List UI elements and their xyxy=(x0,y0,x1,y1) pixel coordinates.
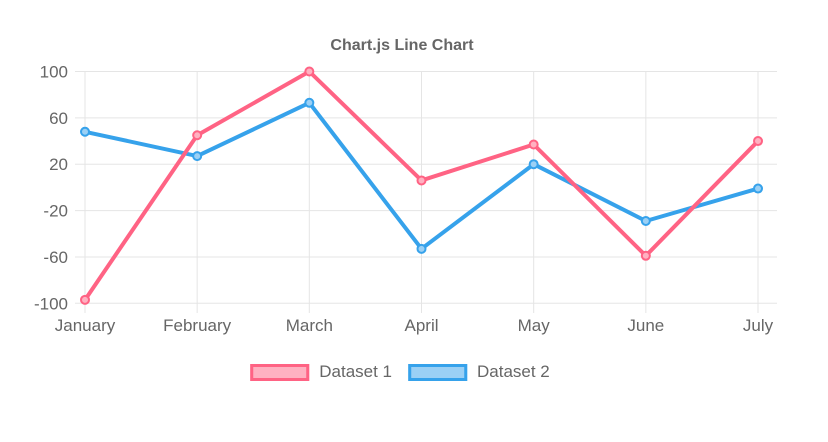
chart-title: Chart.js Line Chart xyxy=(330,37,474,54)
data-point-dataset-1[interactable] xyxy=(416,175,427,186)
data-point-dataset-2[interactable] xyxy=(80,126,90,137)
legend-label-dataset-2: Dataset 2 xyxy=(477,362,550,381)
data-point-dataset-2[interactable] xyxy=(528,159,539,170)
y-tick-label: 20 xyxy=(49,155,68,174)
y-tick-label: 60 xyxy=(49,109,68,128)
x-tick-label: February xyxy=(163,316,232,335)
data-point-dataset-1[interactable] xyxy=(640,250,651,261)
y-tick-label: -20 xyxy=(43,202,68,221)
legend-item-dataset-1[interactable]: Dataset 1 xyxy=(250,362,392,382)
data-point-dataset-2[interactable] xyxy=(192,151,203,162)
x-tick-label: March xyxy=(286,316,333,335)
x-tick-label: June xyxy=(627,316,664,335)
x-tick-label: July xyxy=(743,316,774,335)
data-point-dataset-1[interactable] xyxy=(192,130,203,141)
data-point-dataset-1[interactable] xyxy=(753,136,763,147)
y-tick-label: -100 xyxy=(34,294,68,313)
data-point-dataset-2[interactable] xyxy=(304,97,315,108)
legend-swatch-dataset-1 xyxy=(250,363,310,381)
x-tick-label: May xyxy=(518,316,551,335)
data-point-dataset-2[interactable] xyxy=(640,216,651,227)
data-point-dataset-1[interactable] xyxy=(80,294,90,305)
x-tick-label: April xyxy=(404,316,438,335)
chart-legend: Dataset 1 Dataset 2 xyxy=(250,362,550,382)
data-point-dataset-2[interactable] xyxy=(416,243,427,254)
data-point-dataset-2[interactable] xyxy=(753,183,763,194)
y-tick-label: -60 xyxy=(43,248,68,267)
legend-swatch-dataset-2 xyxy=(408,363,467,381)
y-tick-label: 100 xyxy=(40,63,68,82)
x-tick-label: January xyxy=(55,316,116,335)
legend-item-dataset-2[interactable]: Dataset 2 xyxy=(408,362,550,382)
legend-label-dataset-1: Dataset 1 xyxy=(319,362,392,381)
data-point-dataset-1[interactable] xyxy=(528,139,539,150)
data-point-dataset-1[interactable] xyxy=(304,66,315,77)
